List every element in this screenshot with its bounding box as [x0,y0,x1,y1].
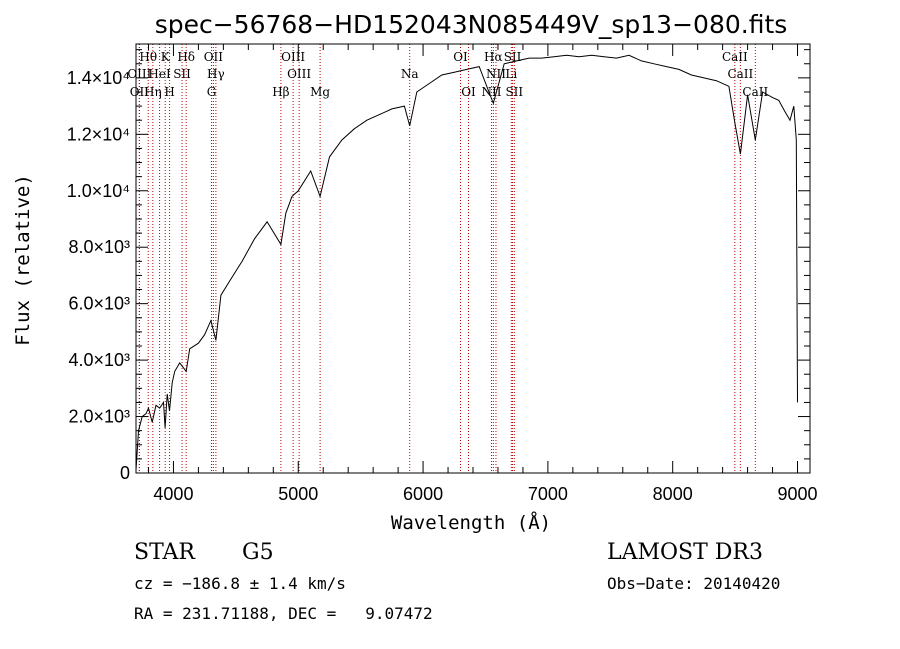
axis-ticks: 4000 5000 6000 7000 8000 9000 0 2.0×10³ 4.0×10³ 6… [67,44,818,504]
spectral-line-label: Mg [310,85,330,99]
spectral-line-label: Hγ [207,67,225,81]
spectral-line-label: K [161,50,171,64]
spectral-line-label: OIII [281,50,305,64]
spectral-line-label: OII [204,50,224,64]
y-tick-label: 1.4×10⁴ [67,68,130,88]
observation-date: Obs−Date: 20140420 [607,574,781,593]
x-tick-label: 6000 [403,484,443,504]
flux-series-line [135,54,798,471]
y-tick-label: 0 [120,463,130,483]
y-tick-label: 1.2×10⁴ [67,124,130,144]
spectral-line-label: CaII [722,50,748,64]
object-class: STAR [134,540,195,565]
spectral-line-label: SII [173,67,191,81]
redshift-readout: cz = −186.8 ± 1.4 km/s [134,574,346,593]
y-tick-label: 6.0×10³ [68,294,130,314]
spectral-line-label: Hδ [177,50,195,64]
spectral-line-label: Hθ [139,50,157,64]
y-tick-label: 2.0×10³ [68,407,130,427]
y-axis-label: Flux (relative) [12,174,34,346]
spectral-line-label: OI [461,85,476,99]
spectral-line-label: HeI [148,67,171,81]
spectral-line-label: NII [486,67,506,81]
spectral-line-label: Li [505,67,517,81]
spectral-line-label: Hη [144,85,162,99]
spectral-line-label: Hβ [272,85,289,99]
spectral-line-label: SII [505,85,523,99]
y-tick-label: 1.0×10⁴ [67,181,130,201]
object-subclass: G5 [242,540,274,565]
spectral-line-label: Na [401,67,419,81]
x-tick-label: 5000 [278,484,318,504]
plot-frame [135,43,811,474]
spectral-line-label: CaII [727,67,753,81]
spectral-line-label: G [207,85,217,99]
y-tick-label: 4.0×10³ [68,350,130,370]
spectral-line-label: OI [453,50,468,64]
spectral-line-label: Hα [484,50,503,64]
x-tick-label: 7000 [528,484,568,504]
spectral-line-label: H [164,85,174,99]
spectral-line-label: CaII [742,85,768,99]
y-tick-label: 8.0×10³ [68,237,130,257]
survey-name: LAMOST DR3 [607,540,763,565]
x-tick-label: 4000 [153,484,193,504]
coordinates-readout: RA = 231.71188, DEC = 9.07472 [134,604,433,623]
spectral-lines [138,44,756,473]
x-axis-label: Wavelength (Å) [391,511,551,534]
x-tick-label: 8000 [653,484,693,504]
spectral-line-label: NII [481,85,501,99]
chart-title: spec−56768−HD152043N085449V_sp13−080.fit… [155,10,788,39]
spectral-line-label: OIII [287,67,311,81]
x-tick-label: 9000 [777,484,817,504]
